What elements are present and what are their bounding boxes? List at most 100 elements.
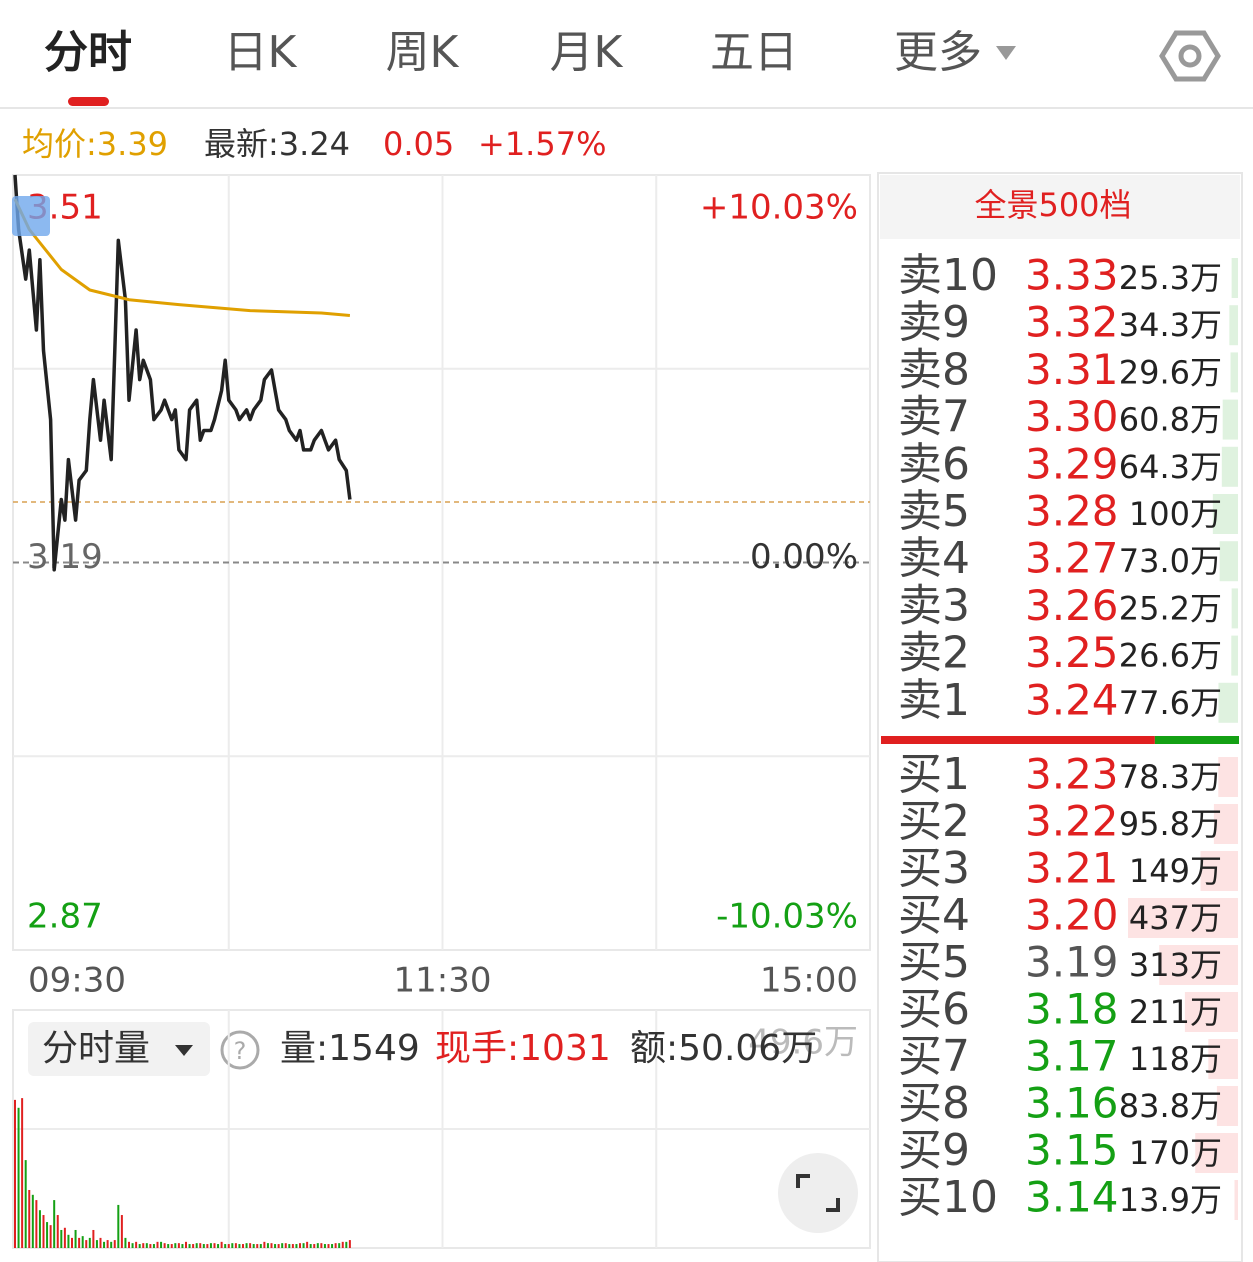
level-label: 卖10 — [898, 250, 998, 301]
level-volume: 118万 — [1129, 1040, 1222, 1078]
level-label: 买4 — [898, 890, 970, 941]
level-label: 卖6 — [898, 439, 970, 490]
level-label: 卖9 — [898, 297, 970, 348]
volume-bar — [160, 1241, 163, 1248]
volume-bar — [295, 1244, 298, 1248]
volume-bar — [135, 1241, 138, 1248]
level-label: 买8 — [898, 1078, 970, 1129]
volume-bar — [81, 1236, 84, 1248]
volume-bar — [131, 1243, 134, 1248]
depth-bar — [1216, 1086, 1238, 1126]
volume-header-selector: 分时量 — [42, 1028, 150, 1069]
tab[interactable]: 分时 — [44, 27, 132, 78]
volume-header-amount: 额:50.06万 — [630, 1028, 817, 1069]
x-tick-label: 09:30 — [28, 961, 126, 1001]
volume-bar — [185, 1241, 187, 1248]
settings-hex — [1159, 30, 1221, 82]
level-price: 3.17 — [1025, 1032, 1119, 1081]
tab[interactable]: 更多 — [894, 27, 982, 78]
depth-bar — [1234, 1180, 1238, 1220]
selector-box[interactable] — [28, 1022, 210, 1076]
level-price: 3.33 — [1025, 251, 1119, 300]
level-volume: 78.3万 — [1119, 758, 1222, 796]
selector-arrow — [175, 1045, 193, 1056]
settings-icon[interactable] — [1159, 30, 1221, 82]
volume-bar — [167, 1244, 170, 1248]
help-mark: ? — [234, 1037, 247, 1065]
volume-bar — [313, 1244, 316, 1248]
volume-bar — [206, 1244, 209, 1248]
active-tab-indicator — [68, 97, 109, 106]
volume-bar — [163, 1243, 166, 1248]
level-label: 买1 — [898, 749, 970, 800]
info-avg: 均价:3.39 — [22, 125, 168, 163]
depth-bar — [1222, 399, 1238, 440]
level-price: 3.23 — [1025, 750, 1119, 799]
volume-bar — [192, 1244, 195, 1248]
volume-bar — [128, 1241, 130, 1248]
help-icon[interactable] — [220, 1030, 260, 1070]
level-volume: 26.6万 — [1119, 637, 1222, 675]
level-volume: 29.6万 — [1119, 353, 1222, 391]
volume-bar — [24, 1160, 27, 1248]
depth-bar — [1218, 757, 1238, 797]
tab[interactable]: 周K — [386, 27, 460, 78]
volume-bar — [31, 1194, 34, 1248]
level-price: 3.15 — [1025, 1126, 1119, 1175]
volume-bar — [220, 1241, 223, 1248]
volume-bar — [227, 1244, 230, 1248]
y-tick-label: 3.19 — [27, 537, 103, 577]
level-label: 卖8 — [898, 344, 970, 395]
volume-bar — [53, 1200, 56, 1248]
level-price: 3.32 — [1025, 298, 1119, 347]
volume-bar — [124, 1237, 127, 1248]
volume-bar — [152, 1244, 155, 1248]
level-price: 3.21 — [1025, 844, 1119, 893]
volume-bar — [309, 1244, 312, 1248]
volume-bar — [156, 1241, 159, 1248]
level-volume: 25.3万 — [1119, 259, 1222, 297]
depth-bar — [1128, 898, 1238, 938]
depth-bar — [1208, 1039, 1238, 1079]
volume-bar — [170, 1244, 173, 1248]
volume-bar — [174, 1243, 177, 1248]
depth-bar — [1231, 588, 1238, 629]
x-tick-label: 11:30 — [394, 961, 492, 1001]
level-volume: 73.0万 — [1119, 542, 1222, 580]
tab[interactable]: 五日 — [710, 27, 798, 78]
volume-bar — [331, 1244, 334, 1248]
depth-bar — [1221, 446, 1238, 487]
level-label: 买10 — [898, 1172, 998, 1223]
tab[interactable]: 月K — [550, 27, 624, 78]
price-line — [13, 174, 352, 572]
depth-bar — [1212, 494, 1238, 534]
level-volume: 64.3万 — [1119, 448, 1222, 486]
volume-bar — [224, 1244, 227, 1248]
volume-bar — [67, 1234, 70, 1248]
volume-bar — [42, 1215, 45, 1248]
settings-dot — [1178, 44, 1202, 68]
volume-bar — [213, 1243, 216, 1248]
level-volume: 170万 — [1129, 1134, 1222, 1172]
level-volume: 34.3万 — [1119, 306, 1222, 344]
level-label: 买7 — [898, 1031, 970, 1082]
y2-tick-label: -10.03% — [716, 897, 858, 937]
volume-bar — [56, 1215, 59, 1248]
volume-bar — [302, 1243, 305, 1248]
volume-bar — [288, 1244, 291, 1248]
volume-bar — [323, 1244, 326, 1248]
volume-bar — [120, 1215, 123, 1248]
volume-bar — [21, 1098, 24, 1248]
volume-bar — [242, 1244, 244, 1248]
volume-bar — [202, 1244, 205, 1248]
level-price: 3.31 — [1025, 345, 1119, 394]
y2-tick-label: +10.03% — [700, 188, 858, 228]
expand-button[interactable] — [778, 1153, 858, 1233]
volume-bar — [316, 1243, 319, 1248]
info-change_pct: +1.57% — [478, 125, 606, 163]
volume-header-current_hands: 现手:1031 — [435, 1028, 611, 1069]
volume-bar — [38, 1210, 41, 1248]
price-marker — [12, 196, 50, 236]
tab[interactable]: 日K — [224, 27, 298, 78]
